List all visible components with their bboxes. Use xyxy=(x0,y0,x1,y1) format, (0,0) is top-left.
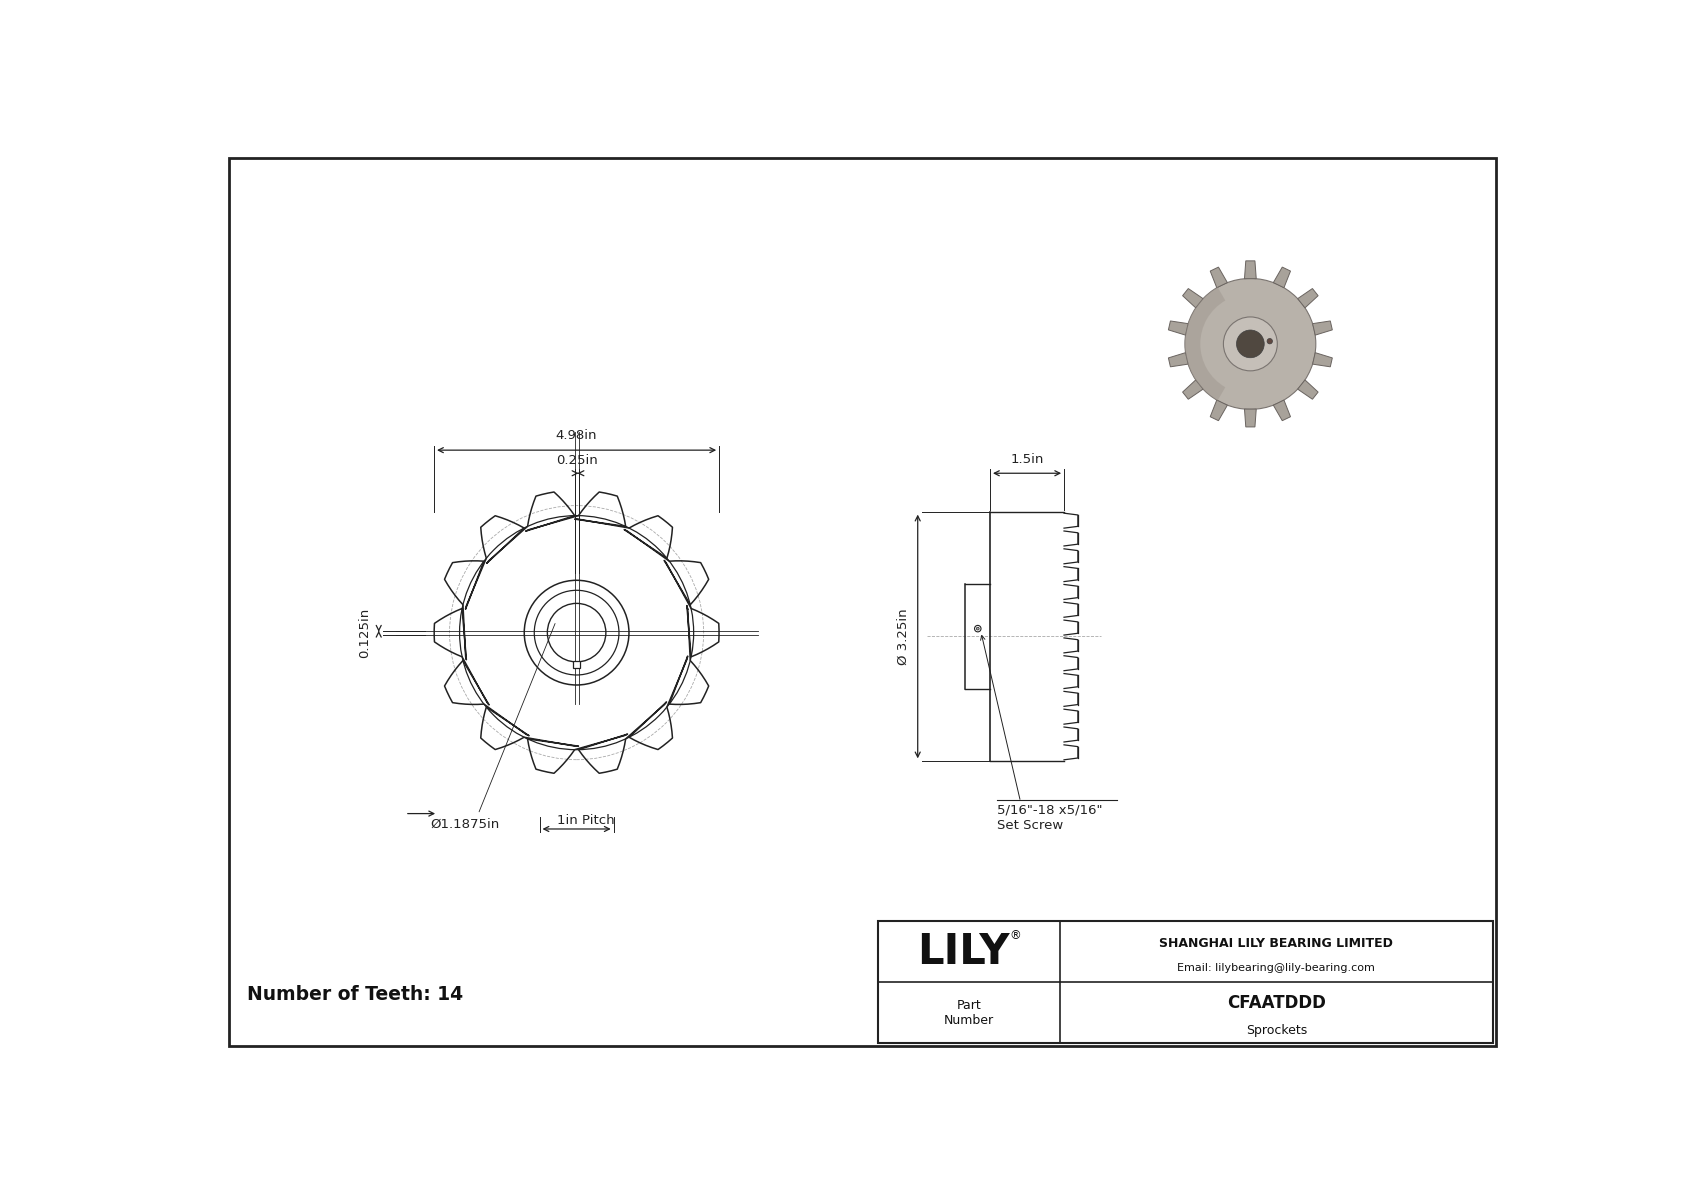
Polygon shape xyxy=(1169,320,1189,335)
Wedge shape xyxy=(1186,287,1226,400)
FancyBboxPatch shape xyxy=(229,158,1495,1046)
Circle shape xyxy=(1186,279,1315,410)
Text: SHANGHAI LILY BEARING LIMITED: SHANGHAI LILY BEARING LIMITED xyxy=(1159,937,1393,949)
Polygon shape xyxy=(1182,288,1202,307)
Text: Part
Number: Part Number xyxy=(945,998,994,1027)
Polygon shape xyxy=(1182,380,1202,399)
Polygon shape xyxy=(1312,320,1332,335)
Polygon shape xyxy=(1211,267,1228,288)
Polygon shape xyxy=(1169,353,1189,367)
Text: Number of Teeth: 14: Number of Teeth: 14 xyxy=(248,985,463,1004)
Text: 1.5in: 1.5in xyxy=(1010,453,1044,466)
Circle shape xyxy=(1236,330,1265,357)
Polygon shape xyxy=(1298,380,1319,399)
FancyBboxPatch shape xyxy=(573,661,581,668)
Circle shape xyxy=(1223,317,1276,370)
Polygon shape xyxy=(1211,400,1228,420)
Text: 0.25in: 0.25in xyxy=(556,454,598,467)
Text: Email: lilybearing@lily-bearing.com: Email: lilybearing@lily-bearing.com xyxy=(1177,962,1376,973)
Text: 5/16"-18 x5/16"
Set Screw: 5/16"-18 x5/16" Set Screw xyxy=(997,804,1103,831)
Polygon shape xyxy=(1273,267,1290,288)
Polygon shape xyxy=(1298,288,1319,307)
Text: LILY: LILY xyxy=(916,931,1009,973)
Text: Ø 3.25in: Ø 3.25in xyxy=(898,609,909,665)
Text: Ø1.1875in: Ø1.1875in xyxy=(431,817,500,830)
Circle shape xyxy=(1266,338,1273,344)
Polygon shape xyxy=(1244,409,1256,426)
Polygon shape xyxy=(1312,353,1332,367)
Text: ®: ® xyxy=(1009,929,1021,942)
Text: Sprockets: Sprockets xyxy=(1246,1024,1307,1037)
Text: CFAATDDD: CFAATDDD xyxy=(1228,994,1325,1012)
Polygon shape xyxy=(1244,261,1256,279)
Text: 0.125in: 0.125in xyxy=(359,607,370,657)
Polygon shape xyxy=(1273,400,1290,420)
Circle shape xyxy=(977,628,978,630)
FancyBboxPatch shape xyxy=(879,922,1494,1043)
Text: 4.98in: 4.98in xyxy=(556,430,598,442)
Text: 1in Pitch: 1in Pitch xyxy=(557,813,615,827)
